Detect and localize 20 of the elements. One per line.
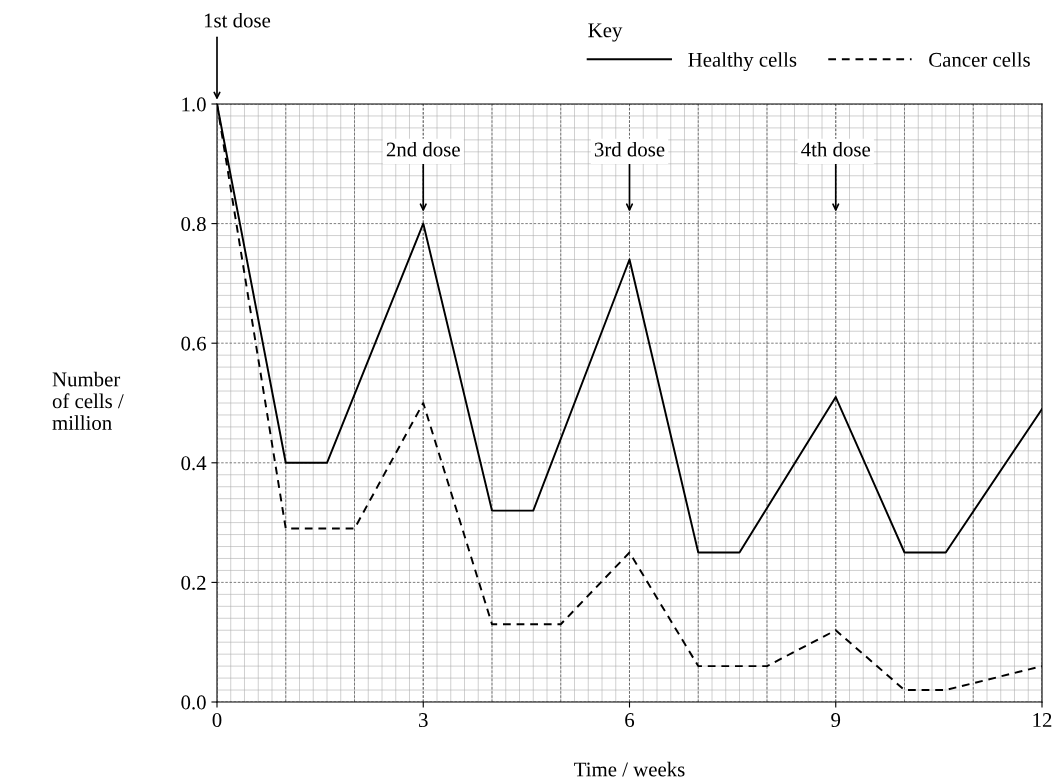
y-tick-label: 0.2 bbox=[181, 575, 206, 590]
y-tick-label: 0.4 bbox=[181, 456, 207, 471]
y-tick-label: 1.0 bbox=[182, 97, 206, 112]
legend-title: Key bbox=[588, 23, 623, 42]
x-tick-label: 0 bbox=[212, 713, 222, 728]
legend-label: Cancer cells bbox=[929, 52, 1030, 67]
y-tick-label: 0.8 bbox=[181, 216, 206, 232]
x-tick-label: 9 bbox=[831, 713, 841, 728]
x-axis-title: Time / weeks bbox=[574, 761, 685, 777]
x-tick-label: 6 bbox=[625, 713, 635, 728]
y-tick-label: 0.6 bbox=[181, 336, 206, 351]
x-tick-label: 3 bbox=[419, 713, 428, 728]
x-tick-label: 12 bbox=[1033, 713, 1052, 727]
y-axis-title: Number of cells / million bbox=[52, 371, 124, 430]
legend-label: Healthy cells bbox=[688, 52, 797, 72]
text: 1st dose bbox=[204, 12, 271, 28]
annotation: 4th dose bbox=[801, 141, 871, 157]
y-tick-label: 0.0 bbox=[181, 695, 206, 710]
annotation: 3rd dose bbox=[594, 141, 665, 157]
annotation: 2nd dose bbox=[386, 141, 460, 157]
